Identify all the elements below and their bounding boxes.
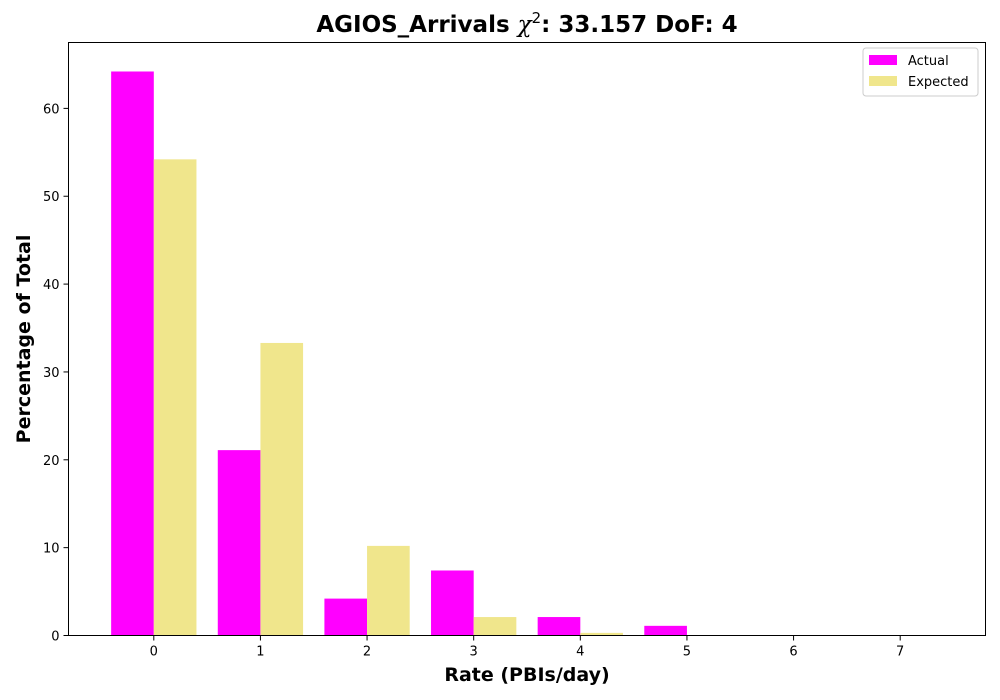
x-tick-label-3: 3 bbox=[470, 645, 478, 660]
plot-frame bbox=[68, 42, 986, 636]
y-tick-label-20: 20 bbox=[43, 454, 60, 469]
x-tick-label-5: 5 bbox=[683, 645, 691, 660]
chart-title: AGIOS_Arrivals χ2: 33.157 DoF: 4 bbox=[316, 9, 737, 38]
x-tick-label-6: 6 bbox=[789, 645, 797, 660]
x-tick-label-1: 1 bbox=[256, 645, 264, 660]
y-tick-label-60: 60 bbox=[43, 102, 60, 117]
x-tick-label-7: 7 bbox=[896, 645, 904, 660]
x-tick-label-0: 0 bbox=[150, 645, 158, 660]
y-tick-label-30: 30 bbox=[43, 366, 60, 381]
bar-actual-1 bbox=[217, 450, 261, 636]
bar-expected-0 bbox=[153, 159, 197, 636]
legend: Actual Expected bbox=[862, 47, 979, 97]
x-axis-ticks: 0 1 2 3 4 5 6 7 bbox=[150, 635, 904, 660]
x-axis-label: Rate (PBIs/day) bbox=[444, 664, 609, 686]
y-axis-ticks: 0 10 20 30 40 50 60 bbox=[43, 102, 69, 645]
x-tick-label-2: 2 bbox=[363, 645, 371, 660]
bar-actual-0 bbox=[111, 71, 154, 636]
bars-group bbox=[111, 71, 837, 636]
legend-label-expected: Expected bbox=[908, 75, 969, 90]
y-tick-label-40: 40 bbox=[43, 278, 60, 293]
y-tick-label-10: 10 bbox=[43, 542, 60, 557]
y-tick-label-50: 50 bbox=[43, 190, 60, 205]
bar-expected-3 bbox=[473, 617, 517, 636]
bar-actual-3 bbox=[431, 570, 474, 636]
y-tick-label-0: 0 bbox=[51, 630, 59, 645]
legend-label-actual: Actual bbox=[908, 54, 949, 69]
bar-expected-1 bbox=[260, 342, 304, 636]
bar-actual-5 bbox=[644, 625, 687, 636]
bar-expected-2 bbox=[367, 545, 410, 636]
y-axis-label: Percentage of Total bbox=[13, 235, 35, 444]
x-tick-label-4: 4 bbox=[576, 645, 584, 660]
bar-actual-2 bbox=[324, 598, 368, 636]
bar-expected-4 bbox=[580, 632, 623, 636]
legend-swatch-expected bbox=[869, 76, 897, 86]
legend-swatch-actual bbox=[869, 55, 897, 65]
bar-actual-4 bbox=[537, 617, 581, 636]
